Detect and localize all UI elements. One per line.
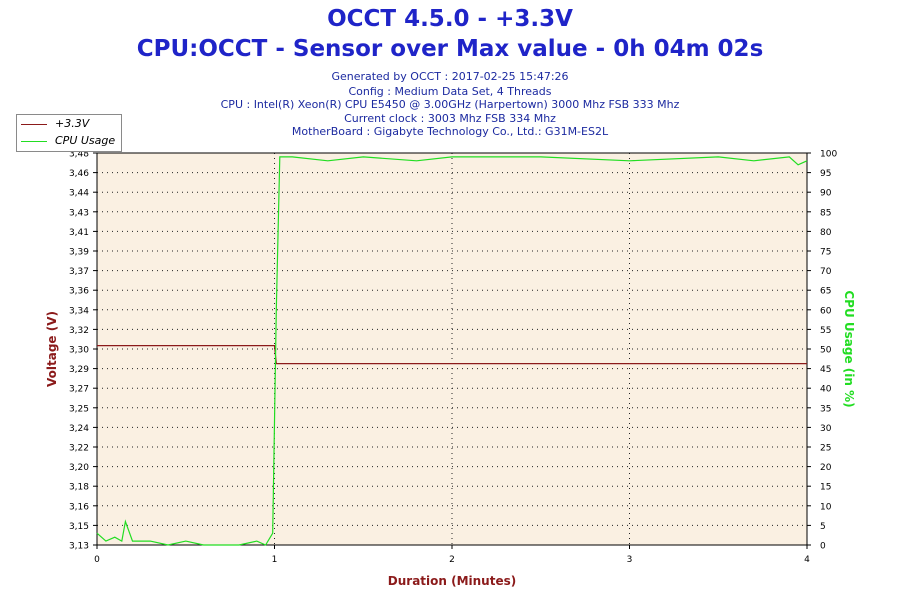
legend: +3.3V CPU Usage xyxy=(16,114,122,152)
y-right-tick-label: 20 xyxy=(820,463,832,473)
chart-subtitle: CPU:OCCT - Sensor over Max value - 0h 04… xyxy=(136,36,764,62)
y-right-tick-label: 15 xyxy=(820,483,831,493)
y-left-tick-label: 3,25 xyxy=(69,404,89,414)
y-right-tick-label: 70 xyxy=(820,267,832,277)
y-right-tick-label: 25 xyxy=(820,444,831,454)
y-right-tick-label: 10 xyxy=(820,502,832,512)
y-left-tick-label: 3,27 xyxy=(69,385,89,395)
series-line-cpu-usage xyxy=(96,156,808,546)
y-left-tick-label: 3,16 xyxy=(69,502,89,512)
y-left-tick-label: 3,39 xyxy=(69,248,89,258)
x-tick-label: 4 xyxy=(804,555,810,565)
info-generated: Generated by OCCT : 2017-02-25 15:47:26 xyxy=(331,70,569,83)
y-right-tick-label: 65 xyxy=(820,287,831,297)
y-left-tick-label: 3,20 xyxy=(69,463,89,473)
legend-item-cpu: CPU Usage xyxy=(17,133,121,149)
y-right-tick-label: 100 xyxy=(820,150,837,160)
y-right-tick-label: 60 xyxy=(820,306,832,316)
y-right-tick-label: 40 xyxy=(820,385,832,395)
info-clock: Current clock : 3003 Mhz FSB 334 Mhz xyxy=(344,112,556,125)
legend-item-voltage: +3.3V xyxy=(17,116,121,132)
info-motherboard: MotherBoard : Gigabyte Technology Co., L… xyxy=(291,125,609,138)
y-left-tick-label: 3,44 xyxy=(69,189,89,199)
y-right-tick-label: 75 xyxy=(820,248,831,258)
y-left-tick-label: 3,15 xyxy=(69,522,89,532)
y-left-tick-label: 3,30 xyxy=(69,346,89,356)
y-left-tick-label: 3,41 xyxy=(69,228,89,238)
y-left-tick-label: 3,32 xyxy=(69,326,89,336)
info-cpu: CPU : Intel(R) Xeon(R) CPU E5450 @ 3.00G… xyxy=(220,98,680,111)
y-left-tick-label: 3,34 xyxy=(69,306,89,316)
y-left-tick-label: 3,43 xyxy=(69,208,89,218)
y-right-tick-label: 80 xyxy=(820,228,832,238)
y-right-tick-label: 90 xyxy=(820,189,832,199)
legend-swatch-cpu xyxy=(21,141,47,142)
y-right-tick-label: 85 xyxy=(820,208,831,218)
chart-title: OCCT 4.5.0 - +3.3V xyxy=(327,6,573,32)
y-left-tick-label: 3,22 xyxy=(69,444,89,454)
x-tick-label: 2 xyxy=(449,555,455,565)
y-right-axis-label: CPU Usage (in %) xyxy=(842,290,856,407)
x-tick-label: 3 xyxy=(627,555,633,565)
legend-swatch-voltage xyxy=(21,124,47,125)
x-tick-label: 1 xyxy=(272,555,278,565)
y-right-tick-label: 35 xyxy=(820,404,831,414)
y-left-tick-label: 3,48 xyxy=(69,150,89,160)
y-right-tick-label: 30 xyxy=(820,424,832,434)
y-left-tick-label: 3,24 xyxy=(69,424,89,434)
legend-label-cpu: CPU Usage xyxy=(55,134,116,147)
y-left-axis-label: Voltage (V) xyxy=(45,311,59,387)
plot-border xyxy=(96,152,808,546)
y-left-tick-label: 3,37 xyxy=(69,267,89,277)
legend-label-voltage: +3.3V xyxy=(55,117,90,130)
x-axis-label: Duration (Minutes) xyxy=(388,574,516,588)
y-left-tick-label: 3,46 xyxy=(69,169,89,179)
y-right-tick-label: 0 xyxy=(820,542,826,552)
y-right-tick-label: 50 xyxy=(820,346,832,356)
y-left-tick-label: 3,29 xyxy=(69,365,89,375)
y-left-tick-label: 3,36 xyxy=(69,287,89,297)
info-config: Config : Medium Data Set, 4 Threads xyxy=(348,85,552,98)
y-left-tick-label: 3,13 xyxy=(69,542,89,552)
y-right-tick-label: 55 xyxy=(820,326,831,336)
y-right-tick-label: 45 xyxy=(820,365,831,375)
y-right-tick-label: 95 xyxy=(820,169,831,179)
x-tick-label: 0 xyxy=(94,555,100,565)
y-right-tick-label: 5 xyxy=(820,522,826,532)
y-left-tick-label: 3,18 xyxy=(69,483,89,493)
